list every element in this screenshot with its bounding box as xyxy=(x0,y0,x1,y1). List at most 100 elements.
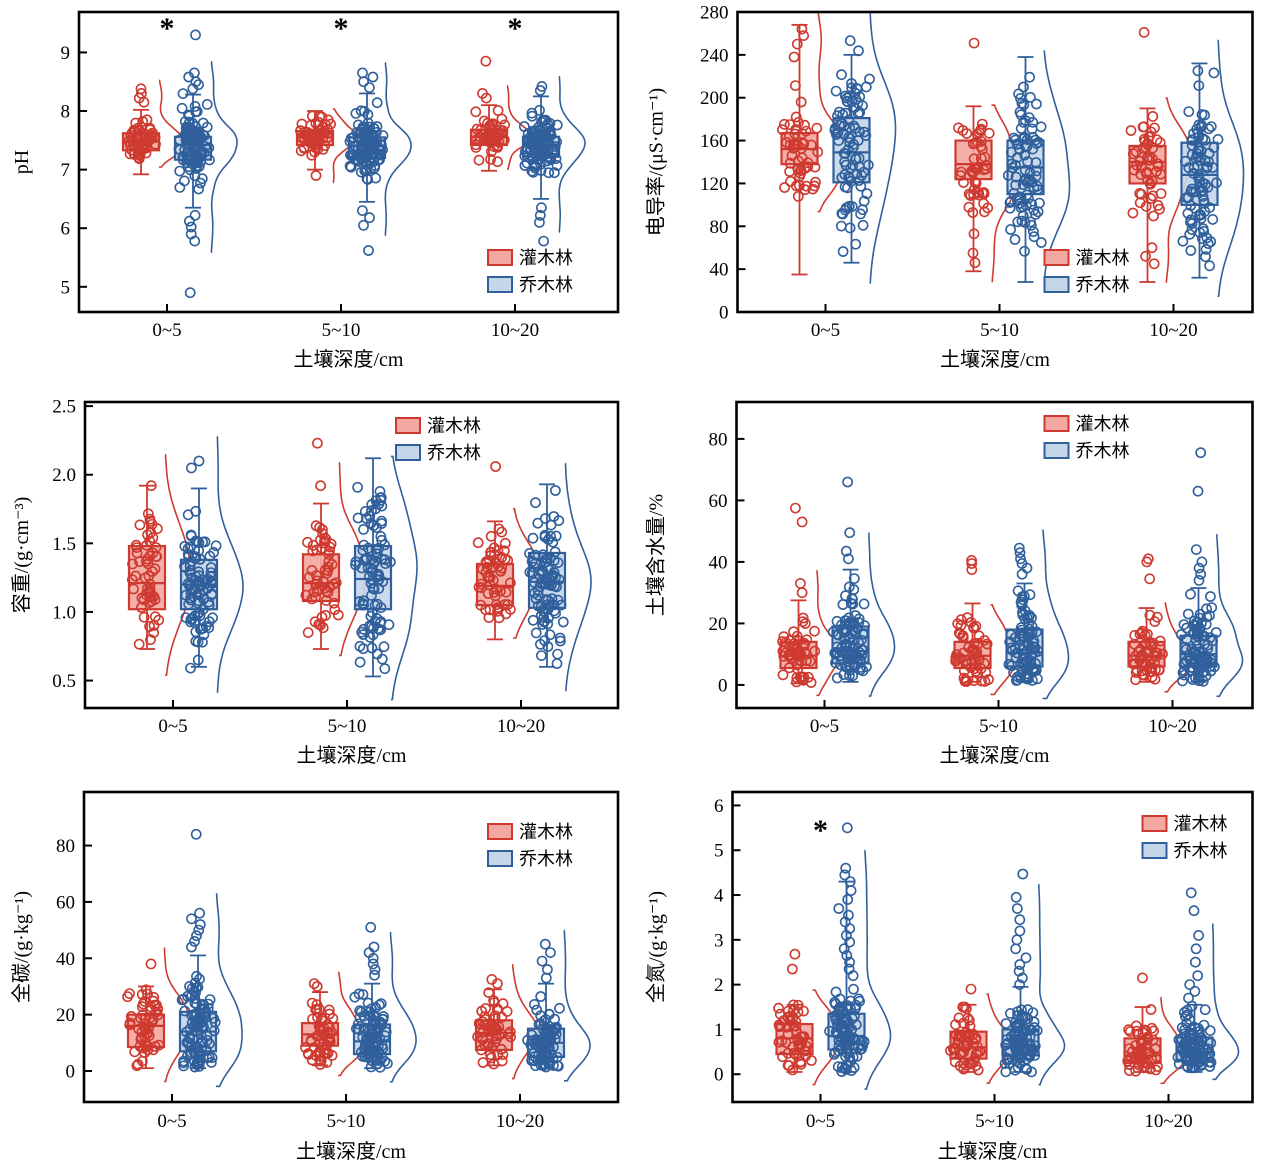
data-point-arbor xyxy=(539,635,550,646)
data-point-arbor xyxy=(191,106,203,117)
x-axis-title: 土壤深度/cm xyxy=(938,1140,1048,1163)
data-point-shrub xyxy=(947,1043,959,1055)
data-point-shrub xyxy=(955,166,967,178)
data-point-arbor xyxy=(843,581,855,593)
data-point-arbor xyxy=(1019,245,1030,257)
data-point-arbor xyxy=(1014,197,1026,209)
data-point-arbor xyxy=(1192,160,1203,172)
data-point-arbor xyxy=(1017,1037,1028,1049)
data-point-arbor xyxy=(358,219,369,231)
data-point-shrub xyxy=(147,547,159,559)
data-point-arbor xyxy=(1204,632,1216,644)
data-point-shrub xyxy=(504,577,516,589)
data-point-arbor xyxy=(1016,97,1028,109)
data-point-shrub xyxy=(484,579,496,591)
data-point-arbor xyxy=(1204,1048,1216,1060)
data-point-arbor xyxy=(1208,67,1220,79)
data-point-shrub xyxy=(124,988,135,999)
data-point-arbor xyxy=(527,614,539,626)
data-point-arbor xyxy=(194,1051,206,1063)
data-point-shrub xyxy=(129,1046,141,1058)
data-point-shrub xyxy=(1136,627,1148,639)
data-point-arbor xyxy=(541,1024,552,1036)
data-point-shrub xyxy=(799,119,810,131)
data-point-shrub xyxy=(795,1058,807,1070)
data-point-shrub xyxy=(152,1009,163,1021)
data-point-shrub xyxy=(784,157,796,169)
data-point-shrub xyxy=(315,534,326,546)
data-point-arbor xyxy=(839,156,850,168)
data-point-shrub xyxy=(310,1049,321,1061)
plot-area-ec xyxy=(776,13,1245,297)
data-point-shrub xyxy=(1138,1035,1150,1047)
data-point-arbor xyxy=(1028,231,1040,243)
data-point-shrub xyxy=(492,105,504,116)
data-point-arbor xyxy=(846,1013,858,1025)
violin-outline-arbor xyxy=(391,455,418,701)
outlier-point-shrub xyxy=(966,558,978,569)
data-point-shrub xyxy=(143,570,155,582)
data-point-arbor xyxy=(186,572,197,584)
data-point-arbor xyxy=(526,555,538,567)
legend-label-shrub: 灌木林 xyxy=(519,822,573,842)
data-point-shrub xyxy=(488,561,499,573)
data-point-arbor xyxy=(1003,1057,1015,1069)
data-point-arbor xyxy=(205,567,217,578)
data-point-shrub xyxy=(1130,146,1142,158)
data-point-shrub xyxy=(319,119,331,130)
data-point-arbor xyxy=(848,983,859,995)
data-point-shrub xyxy=(145,958,157,970)
data-point-shrub xyxy=(315,480,326,492)
data-point-shrub xyxy=(496,526,508,538)
data-point-shrub xyxy=(1130,650,1141,662)
data-point-arbor xyxy=(371,648,383,660)
data-point-arbor xyxy=(1016,630,1028,642)
data-point-shrub xyxy=(1134,197,1146,209)
legend-label-arbor: 乔木林 xyxy=(519,275,573,295)
data-point-arbor xyxy=(1024,609,1035,621)
data-point-shrub xyxy=(497,125,509,137)
legend-label-shrub: 灌木林 xyxy=(1076,414,1130,434)
violin-outline-arbor xyxy=(1216,533,1244,698)
violin-outline-arbor xyxy=(215,893,243,1088)
data-point-shrub xyxy=(791,672,803,683)
data-point-arbor xyxy=(186,941,197,953)
y-tick-label: 80 xyxy=(710,217,729,238)
data-point-arbor xyxy=(1022,177,1033,189)
data-point-arbor xyxy=(542,562,554,574)
data-point-arbor xyxy=(367,958,379,970)
data-point-arbor xyxy=(1032,184,1044,195)
data-point-shrub xyxy=(809,161,821,173)
x-tick-label: 0~5 xyxy=(158,716,187,737)
data-point-arbor xyxy=(1011,934,1023,946)
data-point-shrub xyxy=(145,480,157,492)
y-tick-label: 40 xyxy=(710,260,729,281)
data-point-arbor xyxy=(371,522,382,533)
legend-swatch-arbor xyxy=(487,276,513,293)
data-point-shrub xyxy=(796,587,808,599)
legend-swatch-arbor xyxy=(1043,442,1070,459)
data-point-shrub xyxy=(1140,250,1151,262)
y-tick-label: 20 xyxy=(56,1005,75,1026)
data-point-arbor xyxy=(196,1022,208,1034)
data-point-arbor xyxy=(1013,191,1025,203)
data-point-arbor xyxy=(192,595,204,607)
data-point-shrub xyxy=(125,129,137,141)
data-point-arbor xyxy=(1015,1050,1027,1061)
data-point-arbor xyxy=(537,114,549,126)
data-point-shrub xyxy=(812,146,824,158)
data-point-arbor xyxy=(351,126,363,138)
data-point-shrub xyxy=(319,535,330,547)
data-point-shrub xyxy=(1129,658,1141,670)
data-point-arbor xyxy=(187,1033,198,1045)
data-point-shrub xyxy=(805,677,817,688)
violin-outline-arbor xyxy=(869,13,897,284)
data-point-arbor xyxy=(357,598,369,609)
data-point-arbor xyxy=(551,159,563,171)
y-tick-label: 0 xyxy=(718,675,728,696)
x-tick-label: 5~10 xyxy=(980,320,1019,341)
data-point-arbor xyxy=(205,562,217,573)
data-point-arbor xyxy=(833,106,845,118)
data-point-arbor xyxy=(1200,251,1211,263)
data-point-shrub xyxy=(142,508,154,520)
